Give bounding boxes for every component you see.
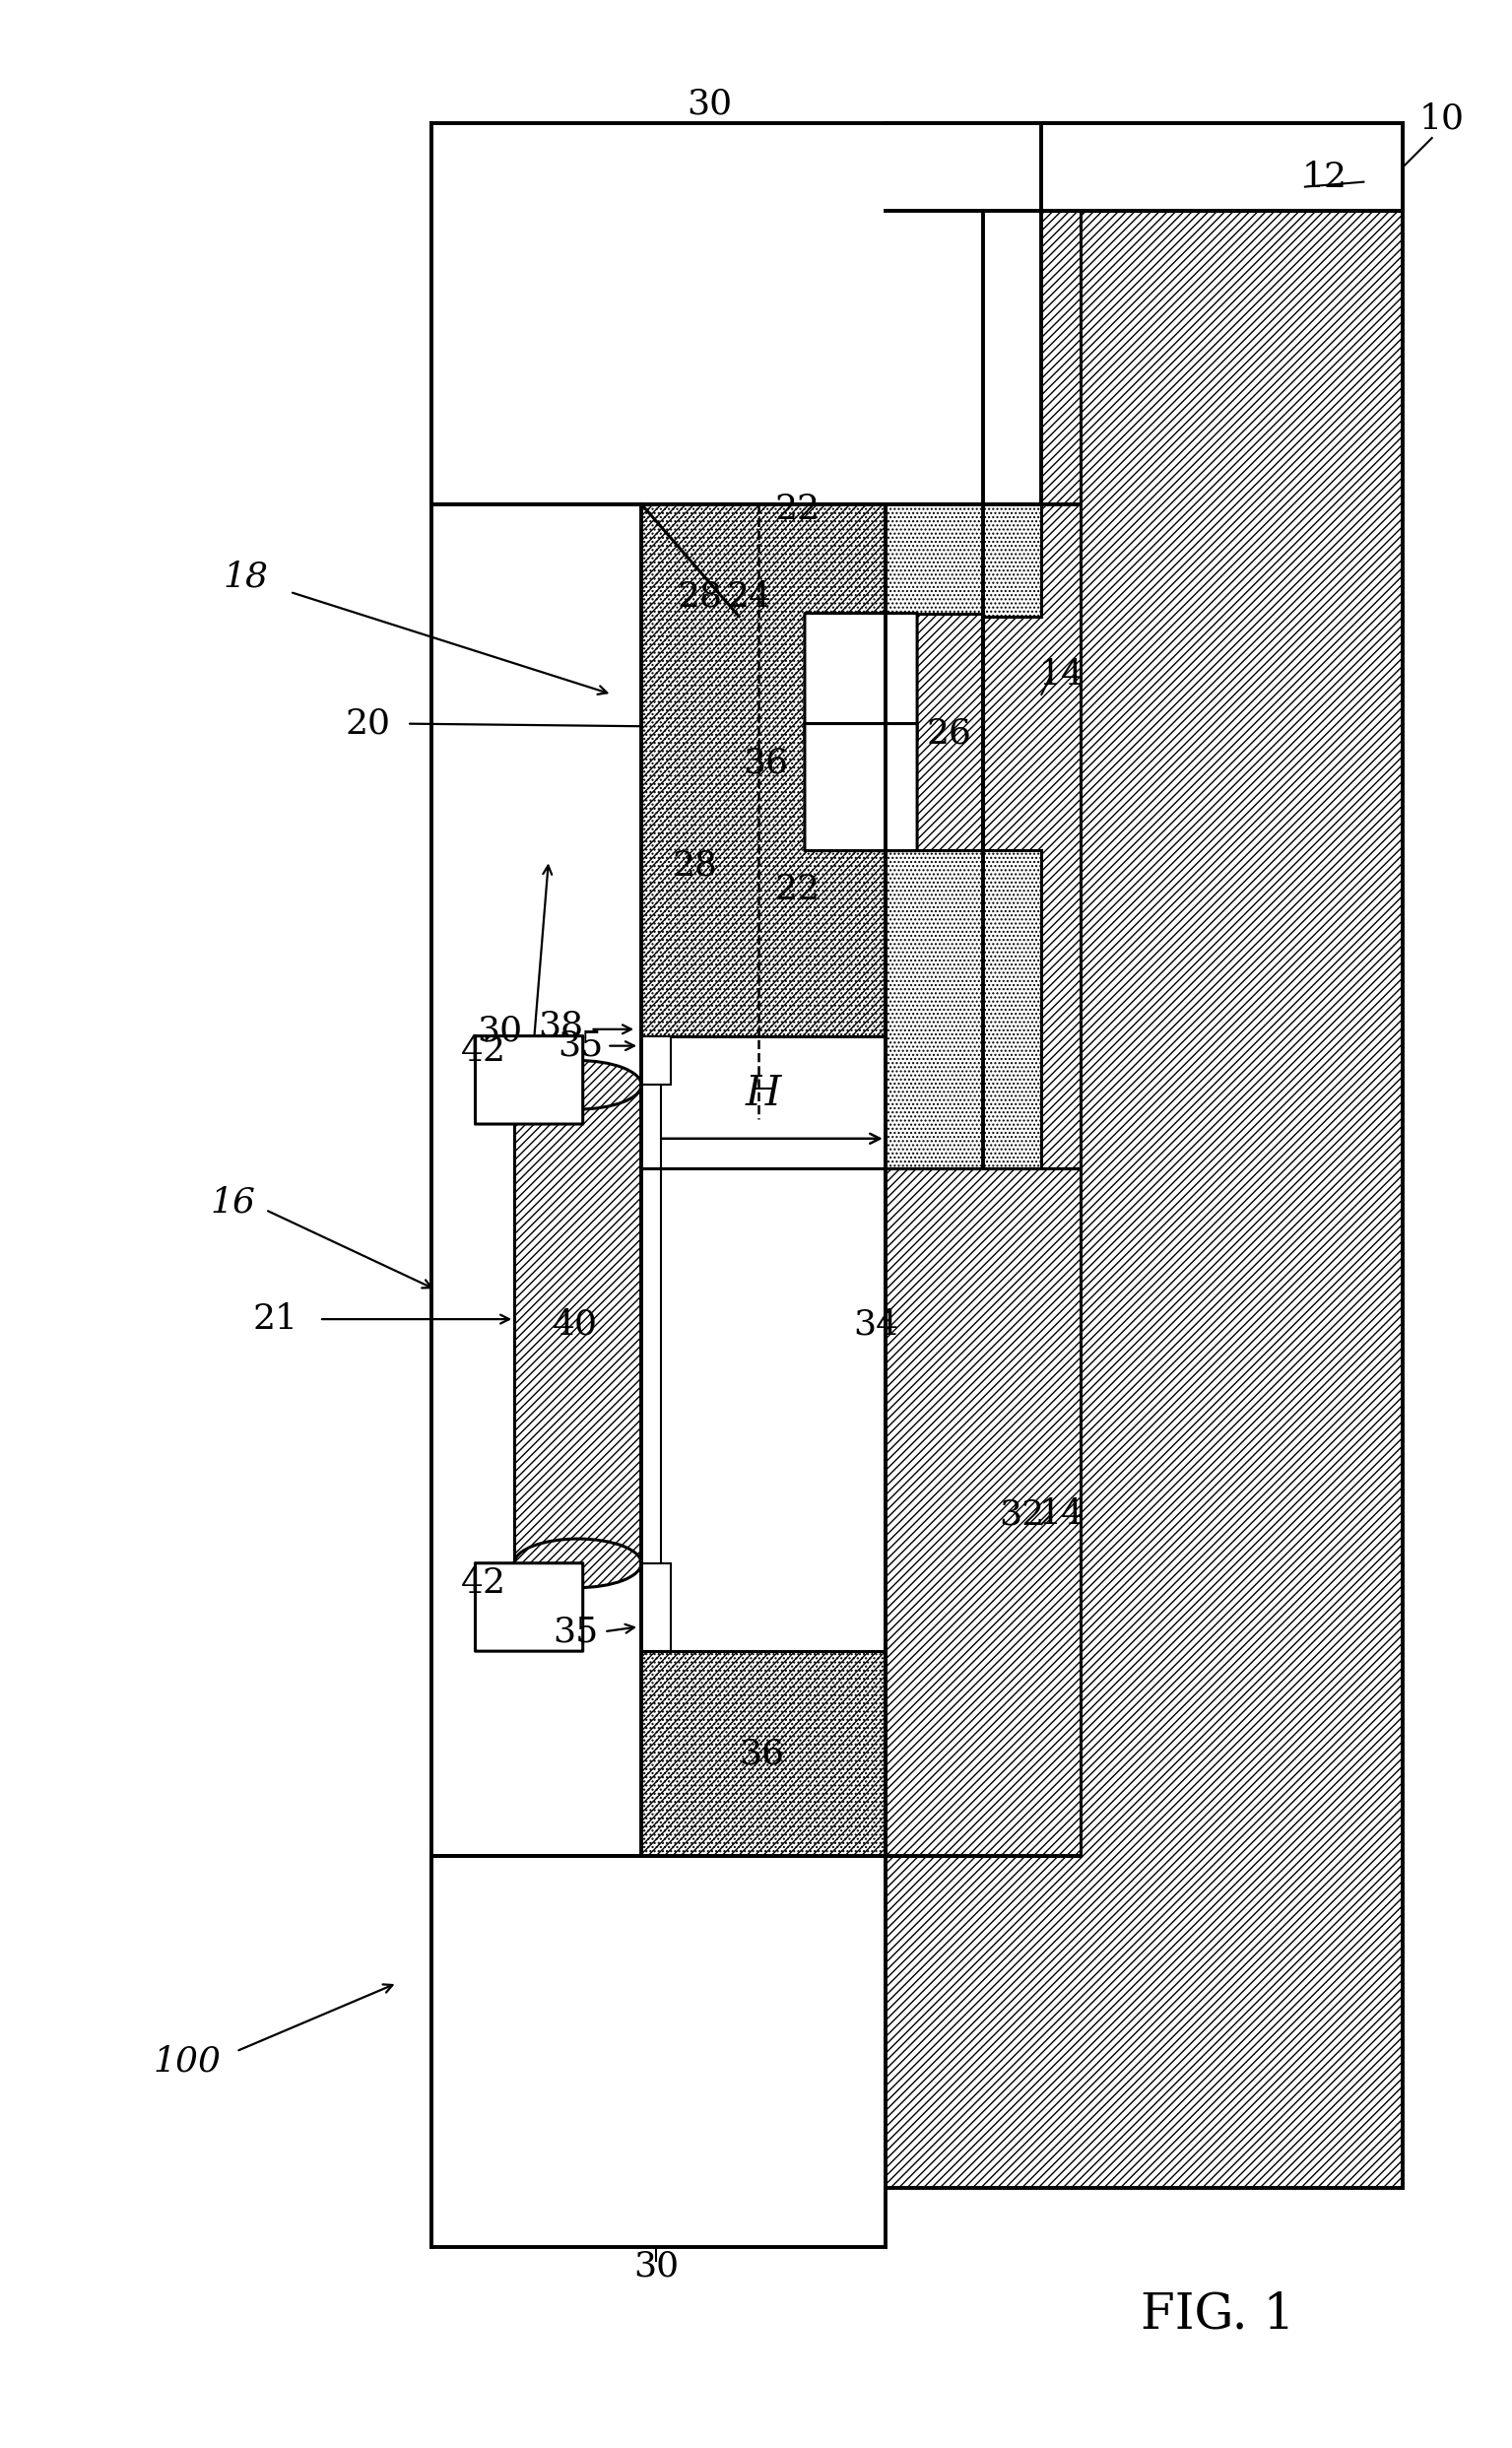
Text: 30: 30 xyxy=(634,2250,679,2284)
Text: 32: 32 xyxy=(999,1498,1045,1530)
Bar xyxy=(886,849,1042,1168)
Bar xyxy=(886,122,1403,211)
Bar xyxy=(514,1084,641,1564)
Text: 14: 14 xyxy=(1039,1498,1084,1530)
Text: FIG. 1: FIG. 1 xyxy=(1140,2291,1294,2340)
Text: 22: 22 xyxy=(774,874,820,906)
Text: 21: 21 xyxy=(253,1302,298,1337)
Text: 26: 26 xyxy=(927,717,971,749)
Bar xyxy=(641,1036,671,1084)
Text: 42: 42 xyxy=(461,1033,507,1067)
Ellipse shape xyxy=(514,1060,641,1109)
FancyBboxPatch shape xyxy=(475,1036,582,1124)
Text: 12: 12 xyxy=(1302,159,1347,193)
Text: 30: 30 xyxy=(478,1013,523,1048)
Text: 22: 22 xyxy=(774,492,820,526)
Bar xyxy=(641,1650,886,1856)
Text: 28: 28 xyxy=(673,849,718,881)
Text: H: H xyxy=(745,1072,782,1114)
Bar xyxy=(886,211,1042,617)
Text: 36: 36 xyxy=(739,1736,785,1770)
Text: 16: 16 xyxy=(210,1185,256,1219)
Text: 34: 34 xyxy=(853,1307,898,1342)
Text: 14: 14 xyxy=(1039,659,1084,693)
Bar xyxy=(431,122,1042,504)
Bar xyxy=(886,122,1403,2189)
Text: 24: 24 xyxy=(726,580,771,614)
Bar xyxy=(883,614,895,849)
Text: 30: 30 xyxy=(686,88,732,120)
Bar xyxy=(641,1564,671,1650)
Bar xyxy=(895,614,983,849)
Bar xyxy=(431,1856,886,2247)
Bar xyxy=(886,211,1081,1168)
FancyBboxPatch shape xyxy=(475,1564,582,1652)
FancyBboxPatch shape xyxy=(804,614,918,739)
Text: 10: 10 xyxy=(1420,103,1464,135)
Bar xyxy=(641,1650,886,1856)
Ellipse shape xyxy=(514,1540,641,1589)
Bar xyxy=(641,504,886,1036)
Text: 35: 35 xyxy=(558,1028,603,1062)
Text: 28: 28 xyxy=(677,580,723,614)
Text: 42: 42 xyxy=(461,1567,507,1599)
Bar xyxy=(641,504,886,1036)
Text: 18: 18 xyxy=(224,561,269,595)
Text: 20: 20 xyxy=(345,707,390,739)
Text: 38: 38 xyxy=(538,1009,584,1043)
Text: 36: 36 xyxy=(742,747,788,778)
Text: 40: 40 xyxy=(552,1307,597,1342)
Bar xyxy=(886,1168,1081,1856)
Text: 35: 35 xyxy=(553,1616,599,1648)
Text: 100: 100 xyxy=(153,2044,221,2078)
FancyBboxPatch shape xyxy=(804,725,918,852)
Bar xyxy=(641,1084,661,1564)
